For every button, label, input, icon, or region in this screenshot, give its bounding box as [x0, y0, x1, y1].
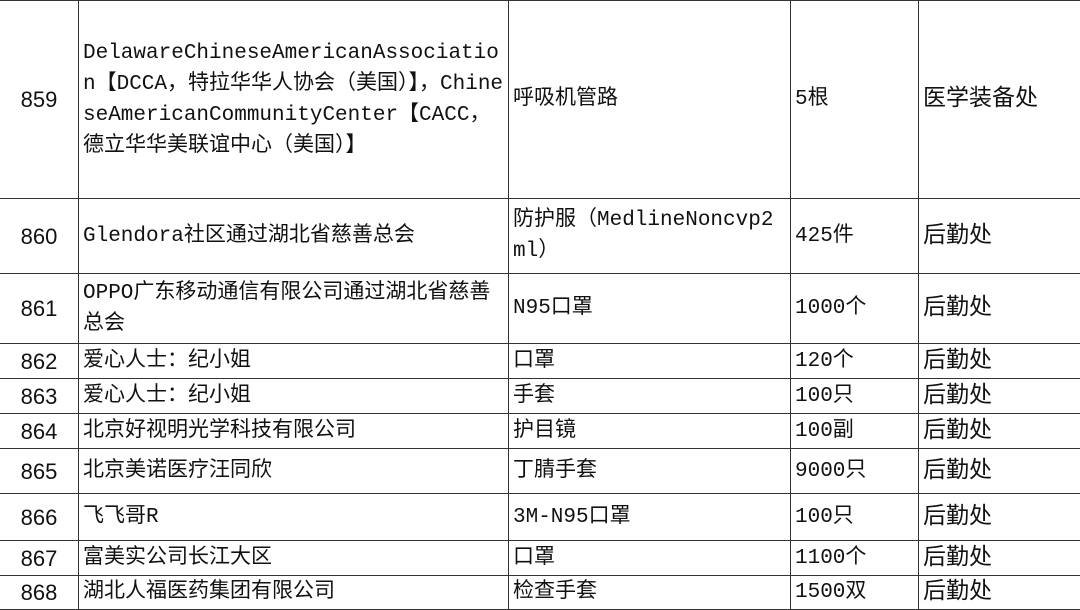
donor-cell: 爱心人士：纪小姐: [79, 379, 509, 414]
quantity-cell: 425件: [791, 199, 919, 274]
item-cell: 检查手套: [509, 576, 791, 610]
row-number: 862: [0, 344, 79, 379]
row-number: 863: [0, 379, 79, 414]
item-cell: 3M-N95口罩: [509, 494, 791, 541]
row-number: 861: [0, 274, 79, 344]
department-cell: 后勤处: [919, 199, 1080, 274]
quantity-cell: 5根: [791, 1, 919, 199]
item-cell: 丁腈手套: [509, 449, 791, 494]
item-cell: 护目镜: [509, 414, 791, 449]
department-cell: 后勤处: [919, 449, 1080, 494]
item-cell: 手套: [509, 379, 791, 414]
quantity-cell: 1500双: [791, 576, 919, 610]
quantity-cell: 9000只: [791, 449, 919, 494]
item-cell: N95口罩: [509, 274, 791, 344]
department-cell: 后勤处: [919, 274, 1080, 344]
item-cell: 口罩: [509, 541, 791, 576]
row-number: 860: [0, 199, 79, 274]
department-cell: 后勤处: [919, 414, 1080, 449]
item-cell: 口罩: [509, 344, 791, 379]
donor-cell: 飞飞哥R: [79, 494, 509, 541]
donor-cell: 湖北人福医药集团有限公司: [79, 576, 509, 610]
donor-cell: 北京美诺医疗汪同欣: [79, 449, 509, 494]
department-cell: 后勤处: [919, 576, 1080, 610]
department-cell: 医学装备处: [919, 1, 1080, 199]
row-number: 865: [0, 449, 79, 494]
donor-cell: Glendora社区通过湖北省慈善总会: [79, 199, 509, 274]
row-number: 859: [0, 1, 79, 199]
row-number: 866: [0, 494, 79, 541]
department-cell: 后勤处: [919, 344, 1080, 379]
donor-cell: 北京好视明光学科技有限公司: [79, 414, 509, 449]
department-cell: 后勤处: [919, 379, 1080, 414]
donor-cell: 爱心人士：纪小姐: [79, 344, 509, 379]
row-number: 864: [0, 414, 79, 449]
donor-cell: DelawareChineseAmericanAssociation【DCCA，…: [79, 1, 509, 199]
quantity-cell: 100副: [791, 414, 919, 449]
quantity-cell: 100只: [791, 494, 919, 541]
item-cell: 呼吸机管路: [509, 1, 791, 199]
quantity-cell: 120个: [791, 344, 919, 379]
row-number: 867: [0, 541, 79, 576]
department-cell: 后勤处: [919, 494, 1080, 541]
quantity-cell: 1000个: [791, 274, 919, 344]
donor-cell: 富美实公司长江大区: [79, 541, 509, 576]
item-cell: 防护服（MedlineNoncvp2ml）: [509, 199, 791, 274]
quantity-cell: 100只: [791, 379, 919, 414]
donor-cell: OPPO广东移动通信有限公司通过湖北省慈善总会: [79, 274, 509, 344]
department-cell: 后勤处: [919, 541, 1080, 576]
row-number: 868: [0, 576, 79, 610]
quantity-cell: 1100个: [791, 541, 919, 576]
